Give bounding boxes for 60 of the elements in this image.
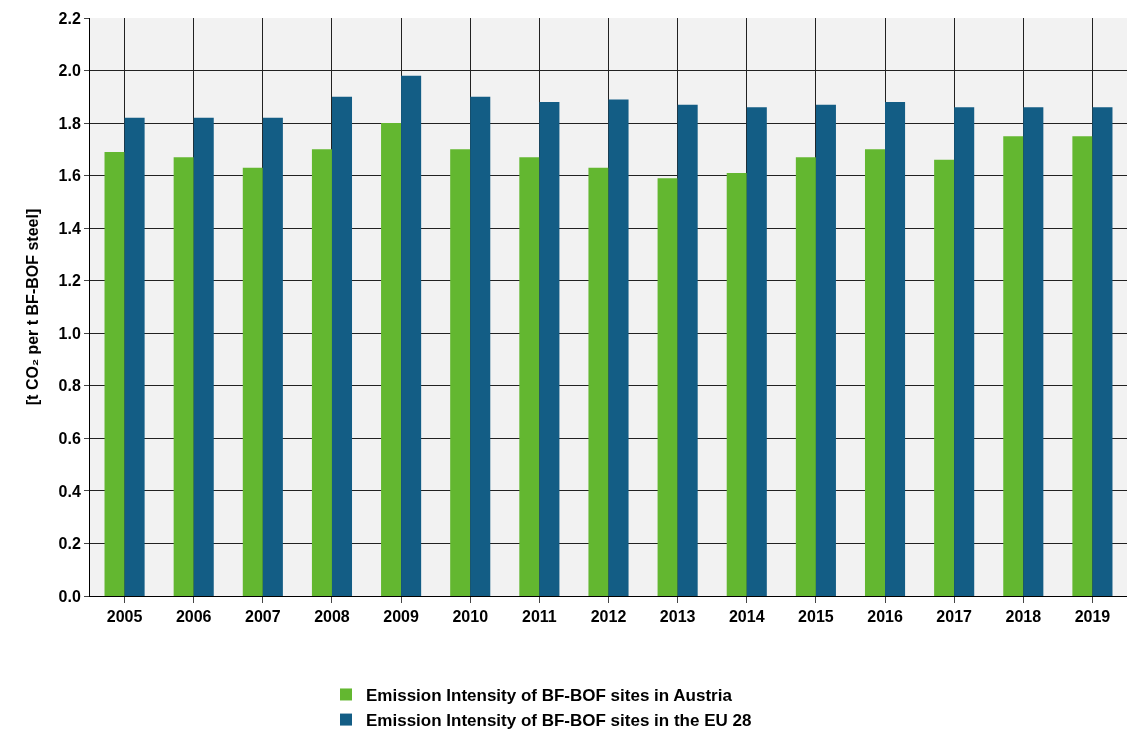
bar [381,123,402,596]
x-tick-label: 2015 [798,608,834,626]
y-tick-label: 2.2 [58,9,81,27]
y-tick-label: 0.6 [58,429,81,447]
bar [954,107,975,596]
bar [470,96,491,596]
y-tick-label: 1.2 [58,272,81,290]
bar [934,159,955,596]
legend-label: Emission Intensity of BF-BOF sites in the EU 28 [366,711,752,731]
bar [864,149,886,596]
bar [815,104,836,596]
x-tick-label: 2008 [314,608,350,626]
bar [588,167,609,596]
bar [795,157,816,596]
x-tick-label: 2011 [522,608,557,626]
bar [450,149,471,596]
bar [519,157,540,596]
bar [242,167,263,596]
y-tick-label: 1.4 [58,219,81,237]
y-tick-label: 1.0 [58,324,81,342]
bar [885,102,906,596]
x-tick-label: 2010 [452,608,489,626]
bar [331,96,353,596]
legend-label: Emission Intensity of BF-BOF sites in Austria [366,686,733,706]
x-tick-label: 2014 [728,608,765,626]
bar [173,157,194,596]
bar [608,99,629,596]
x-tick-label: 2019 [1074,608,1111,626]
bar [746,107,767,596]
bar [1023,107,1044,596]
y-tick-label: 0.8 [58,377,81,395]
x-tick-label: 2006 [175,608,212,626]
bar [677,104,698,596]
y-tick-label: 1.6 [58,167,81,185]
x-tick-label: 2005 [106,608,143,626]
x-tick-label: 2009 [383,608,419,626]
bar [1003,136,1024,596]
y-tick-label: 0.2 [58,535,81,553]
y-axis-title: [t CO₂ per t BF-BOF steel] [24,208,42,406]
bar [104,151,125,596]
y-tick-label: 0.0 [58,587,81,605]
bar [262,117,283,596]
x-tick-label: 2018 [1005,608,1042,626]
x-tick-label: 2013 [659,608,696,626]
bar [539,102,560,596]
x-tick-label: 2016 [867,608,903,626]
bar [401,75,422,596]
x-tick-label: 2012 [590,608,627,626]
x-tick-label: 2017 [936,608,973,626]
bar [657,178,678,596]
bar [1072,136,1093,596]
bar [1092,107,1113,596]
bar [311,149,332,596]
y-tick-label: 2.0 [58,62,81,80]
x-tick-label: 2007 [245,608,281,626]
bar [726,173,747,596]
bar [124,117,145,596]
y-tick-label: 0.4 [58,482,81,500]
y-tick-label: 1.8 [58,114,81,132]
bar [193,117,214,596]
